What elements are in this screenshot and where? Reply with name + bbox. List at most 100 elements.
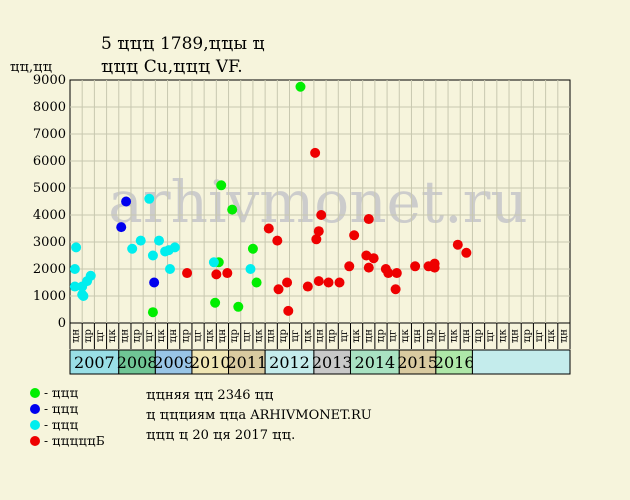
data-point xyxy=(363,214,374,225)
data-point xyxy=(323,277,334,288)
legend-marker-icon xyxy=(30,404,40,414)
year-label: 2008 xyxy=(117,353,158,372)
data-point xyxy=(182,268,193,279)
y-tick-label: 5000 xyxy=(33,181,66,196)
data-point xyxy=(410,261,421,272)
year-label: 2016 xyxy=(434,353,475,372)
data-point xyxy=(311,234,322,245)
data-point xyxy=(121,196,132,207)
data-point xyxy=(154,235,165,246)
x-quarter-label: ҵг xyxy=(339,330,350,343)
x-quarter-label: ҵг xyxy=(485,330,496,343)
x-quarter-label: ҵр xyxy=(375,329,386,343)
x-quarter-label: ҵн xyxy=(363,329,374,343)
chart-title-line1: 5 ҵҵҵ 1789,ҵҵы ҵ xyxy=(101,34,265,54)
x-quarter-label: ҵг xyxy=(193,330,204,343)
data-point xyxy=(334,277,345,288)
data-point xyxy=(210,297,221,308)
y-axis-ticks: 0 1000 2000 3000 4000 5000 6000 7000 8000 9000 xyxy=(33,73,66,331)
y-tick-label: 9000 xyxy=(33,73,66,88)
legend-item: - ҵҵҵ xyxy=(30,401,105,417)
x-quarter-label: ҵр xyxy=(180,329,191,343)
x-quarter-label: ҵг xyxy=(388,330,399,343)
data-point xyxy=(222,268,233,279)
data-point xyxy=(169,242,180,253)
legend-label: - ҵҵҵ xyxy=(44,386,79,400)
x-quarter-label: ҵн xyxy=(461,329,472,343)
x-quarter-label: ҵр xyxy=(473,329,484,343)
x-quarter-label: ҵн xyxy=(315,329,326,343)
data-point xyxy=(282,277,293,288)
x-quarter-label: ҵк xyxy=(254,328,265,342)
year-label: 2007 xyxy=(74,353,115,372)
year-band-cell xyxy=(228,349,266,375)
x-quarter-label: ҵк xyxy=(449,328,460,342)
x-gridlines xyxy=(81,80,559,323)
x-quarter-label: ҵр xyxy=(229,329,240,343)
data-point xyxy=(349,230,360,241)
note-source: ҵ ҵҵҵиям ҵҵа ARHIVMONET.RU xyxy=(146,408,372,423)
x-quarter-label: ҵк xyxy=(351,328,362,342)
data-point xyxy=(313,226,324,237)
data-point xyxy=(344,261,355,272)
x-quarter-label: ҵр xyxy=(327,329,338,343)
data-point xyxy=(208,257,219,268)
data-point xyxy=(429,262,440,273)
year-band-cell xyxy=(435,349,473,375)
legend-item: - ҵҵҵ xyxy=(30,385,105,401)
data-point xyxy=(77,281,88,292)
legend-item: - ҵҵҵ xyxy=(30,417,105,433)
legend-marker-icon xyxy=(30,388,40,398)
data-point xyxy=(71,242,82,253)
data-point xyxy=(283,305,294,316)
x-quarter-label: ҵр xyxy=(83,329,94,343)
x-quarter-label: ҵр xyxy=(278,329,289,343)
year-label: 2011 xyxy=(226,353,267,372)
y-tick-label: 7000 xyxy=(33,127,66,142)
y-tick-label: 1000 xyxy=(33,289,66,304)
data-point xyxy=(461,247,472,258)
data-point xyxy=(144,193,155,204)
x-quarter-label: ҵг xyxy=(436,330,447,343)
x-quarter-label: ҵг xyxy=(144,330,155,343)
x-quarter-label: ҵр xyxy=(522,329,533,343)
data-point xyxy=(69,264,80,274)
year-band-cell xyxy=(349,349,400,375)
x-quarter-label: ҵг xyxy=(534,330,545,343)
legend-marker-icon xyxy=(30,420,40,430)
data-point xyxy=(135,235,146,246)
chart-title-line2: ҵҵҵ Cu,ҵҵҵ VF. xyxy=(101,57,243,77)
x-quarter-label: ҵк xyxy=(400,328,411,342)
legend-marker-icon xyxy=(30,436,40,446)
x-axis-quarter-labels: ҵн ҵр ҵг ҵк ҵн ҵр ҵг ҵк ҵн ҵр ҵг ҵк ҵн ҵр ҵг ҵк ҵн ҵр ҵг ҵк… xyxy=(69,323,571,349)
watermark: arhivmonet.ru xyxy=(108,168,527,236)
data-point xyxy=(147,307,158,318)
x-quarter-label: ҵн xyxy=(510,329,521,343)
data-point xyxy=(272,235,283,246)
year-label: 2013 xyxy=(312,353,353,372)
year-label: 2012 xyxy=(269,353,310,372)
data-point xyxy=(127,243,138,254)
data-point xyxy=(233,301,244,312)
data-point xyxy=(383,268,394,279)
y-tick-label: 2000 xyxy=(33,262,66,277)
data-point xyxy=(149,277,160,288)
data-point xyxy=(391,268,402,279)
note-average-price: ҵҵняя ҵҵ 2346 ҵҵ xyxy=(146,388,274,403)
data-point xyxy=(216,180,227,191)
year-label: 2009 xyxy=(153,353,194,372)
data-point xyxy=(165,264,175,274)
data-point xyxy=(227,204,238,215)
x-quarter-label: ҵн xyxy=(119,329,130,343)
x-quarter-label: ҵн xyxy=(217,329,228,343)
data-points xyxy=(69,81,472,318)
data-point xyxy=(69,281,80,292)
legend: - ҵҵҵ - ҵҵҵ - ҵҵҵ - ҵҵҵҵҵБ xyxy=(30,385,105,449)
x-quarter-label: ҵг xyxy=(241,330,252,343)
data-point xyxy=(263,223,274,234)
data-point xyxy=(363,262,374,273)
x-quarter-label: ҵк xyxy=(546,328,557,342)
legend-item: - ҵҵҵҵҵБ xyxy=(30,433,105,449)
data-point xyxy=(452,239,463,250)
